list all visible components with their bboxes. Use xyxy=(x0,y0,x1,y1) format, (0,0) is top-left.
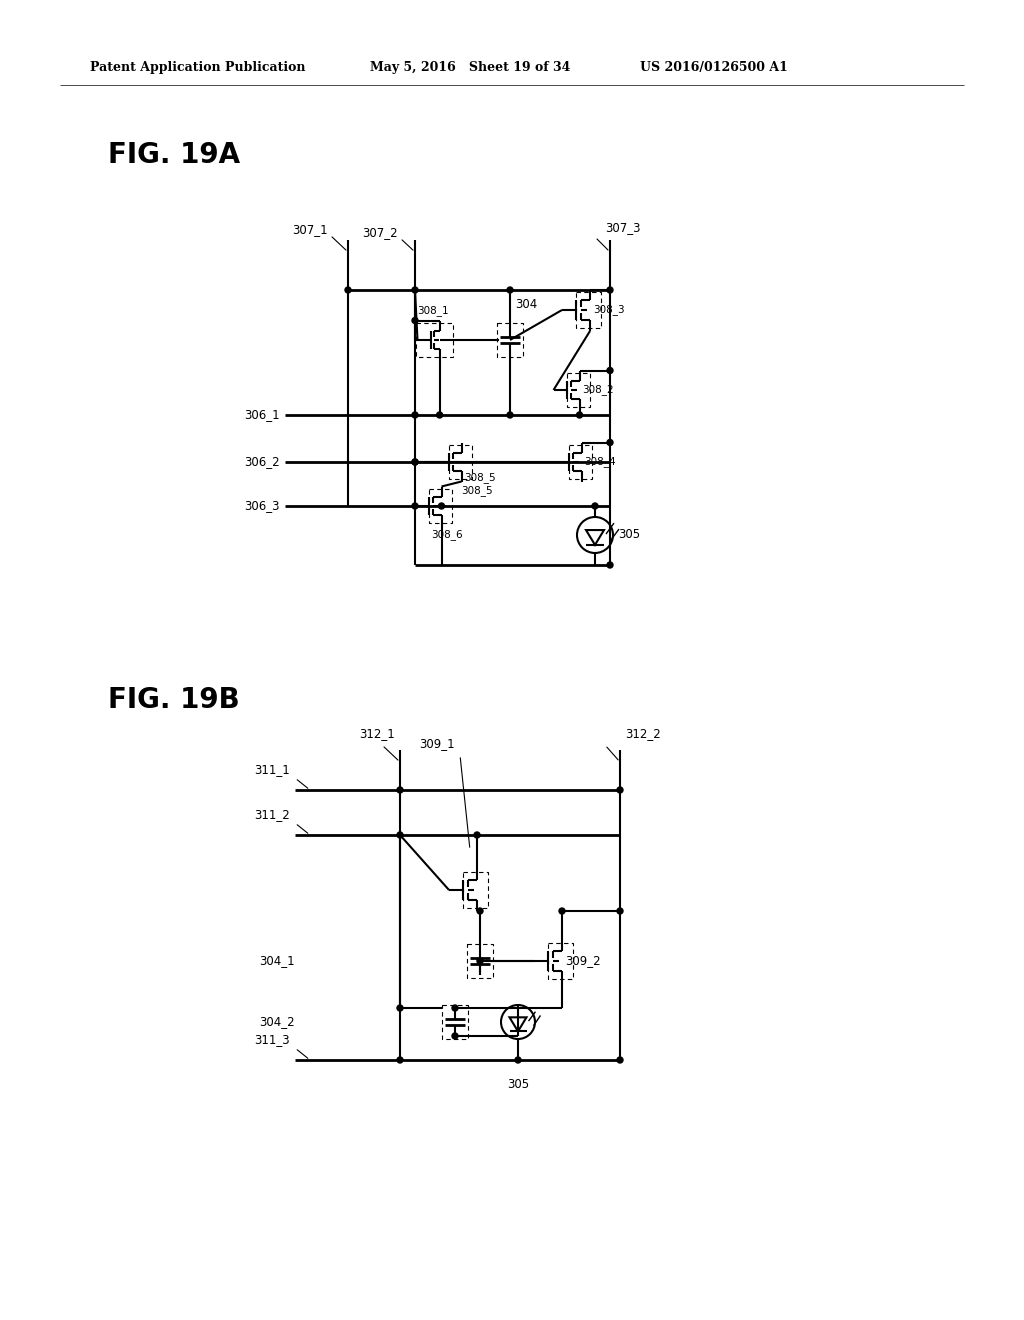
Text: 311_3: 311_3 xyxy=(254,1034,290,1045)
Bar xyxy=(568,445,592,479)
Circle shape xyxy=(412,459,418,465)
Text: 309_1: 309_1 xyxy=(420,737,455,750)
Bar xyxy=(467,944,493,978)
Circle shape xyxy=(436,412,442,418)
Text: FIG. 19A: FIG. 19A xyxy=(108,141,240,169)
Circle shape xyxy=(507,286,513,293)
Circle shape xyxy=(507,412,513,418)
Circle shape xyxy=(474,832,480,838)
Text: 307_2: 307_2 xyxy=(362,227,398,239)
Text: 304_2: 304_2 xyxy=(259,1015,295,1028)
Bar xyxy=(566,374,590,407)
Text: 306_2: 306_2 xyxy=(245,455,280,469)
Circle shape xyxy=(438,503,444,510)
Text: 311_1: 311_1 xyxy=(254,763,290,776)
Bar xyxy=(548,942,573,979)
Text: 307_1: 307_1 xyxy=(293,223,328,236)
Circle shape xyxy=(477,908,483,913)
Circle shape xyxy=(592,503,598,510)
Text: 311_2: 311_2 xyxy=(254,808,290,821)
Text: 312_2: 312_2 xyxy=(625,727,660,741)
Text: 308_5: 308_5 xyxy=(462,486,494,496)
Bar xyxy=(449,445,472,479)
Circle shape xyxy=(515,1057,521,1063)
Text: 308_1: 308_1 xyxy=(418,305,450,315)
Circle shape xyxy=(477,958,483,964)
Text: 305: 305 xyxy=(507,1078,529,1092)
Text: 305: 305 xyxy=(618,528,640,541)
Circle shape xyxy=(607,286,613,293)
Text: 308_5: 308_5 xyxy=(464,473,496,483)
Text: 306_3: 306_3 xyxy=(245,499,280,512)
Text: 307_3: 307_3 xyxy=(605,222,640,235)
Bar xyxy=(463,871,488,908)
Bar xyxy=(416,323,453,356)
Circle shape xyxy=(617,908,623,913)
Circle shape xyxy=(397,832,403,838)
Circle shape xyxy=(412,459,418,465)
Bar xyxy=(498,323,522,356)
Circle shape xyxy=(607,367,613,374)
Text: 304_1: 304_1 xyxy=(259,954,295,968)
Circle shape xyxy=(412,318,418,323)
Text: 306_1: 306_1 xyxy=(245,408,280,421)
Text: 308_2: 308_2 xyxy=(582,384,613,396)
Circle shape xyxy=(412,412,418,418)
Text: FIG. 19B: FIG. 19B xyxy=(108,686,240,714)
Circle shape xyxy=(397,1057,403,1063)
Circle shape xyxy=(452,1005,458,1011)
Text: May 5, 2016   Sheet 19 of 34: May 5, 2016 Sheet 19 of 34 xyxy=(370,62,570,74)
Bar xyxy=(442,1006,468,1039)
Text: US 2016/0126500 A1: US 2016/0126500 A1 xyxy=(640,62,787,74)
Bar xyxy=(428,490,452,523)
Circle shape xyxy=(577,412,583,418)
Text: 304: 304 xyxy=(515,298,538,312)
Text: 308_6: 308_6 xyxy=(431,529,463,540)
Text: 308_3: 308_3 xyxy=(593,305,625,315)
Text: 312_1: 312_1 xyxy=(359,727,395,741)
Circle shape xyxy=(412,503,418,510)
Text: 309_2: 309_2 xyxy=(565,954,600,968)
Circle shape xyxy=(617,787,623,793)
Circle shape xyxy=(559,908,565,913)
Circle shape xyxy=(412,286,418,293)
Circle shape xyxy=(617,1057,623,1063)
Circle shape xyxy=(345,286,351,293)
Bar xyxy=(575,292,601,329)
Circle shape xyxy=(607,562,613,568)
Circle shape xyxy=(397,1005,403,1011)
Text: 308_4: 308_4 xyxy=(584,457,615,467)
Text: Patent Application Publication: Patent Application Publication xyxy=(90,62,305,74)
Circle shape xyxy=(397,787,403,793)
Circle shape xyxy=(607,440,613,446)
Circle shape xyxy=(452,1034,458,1039)
